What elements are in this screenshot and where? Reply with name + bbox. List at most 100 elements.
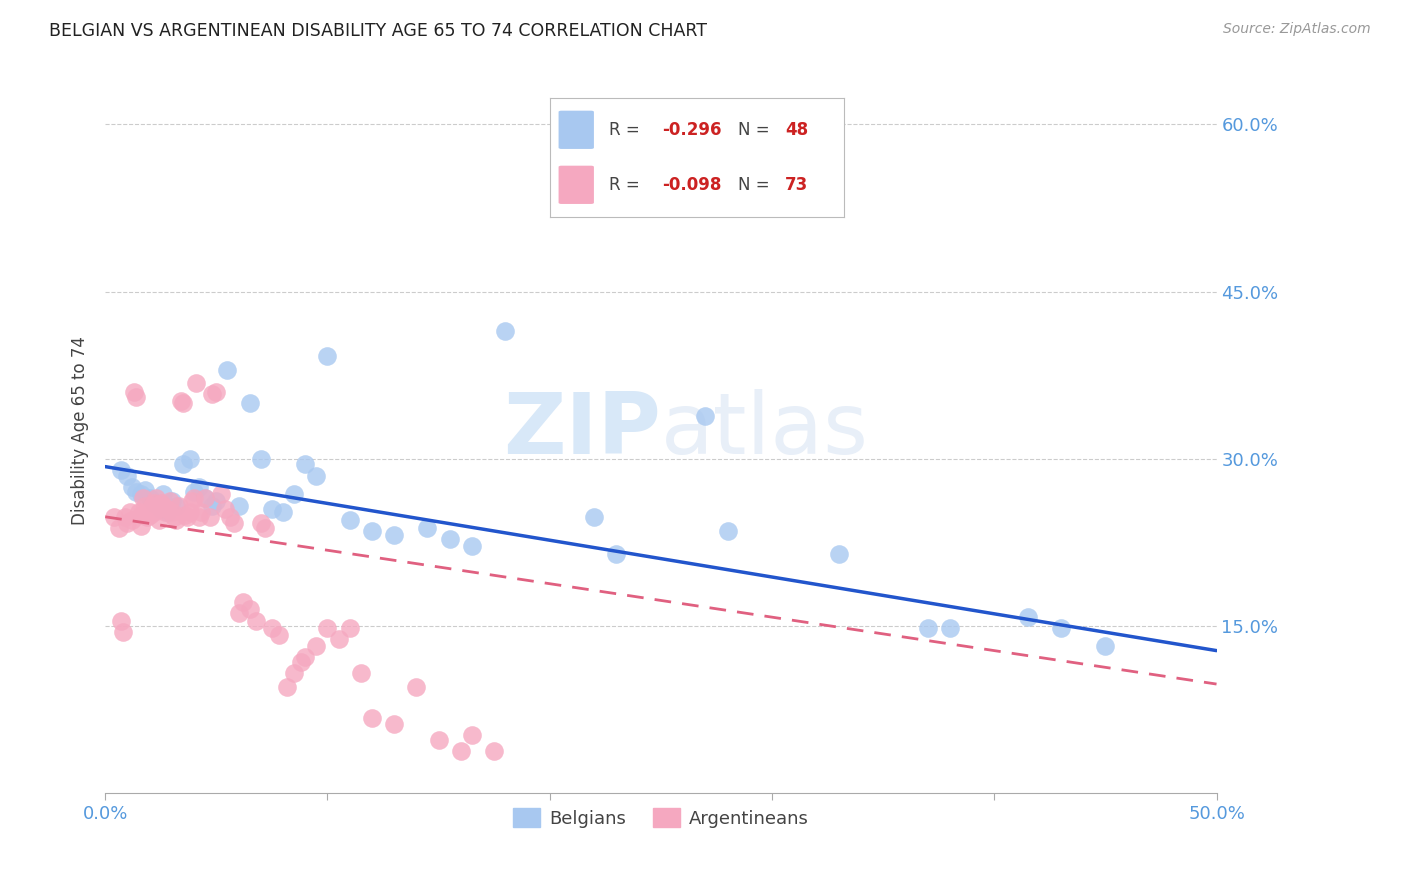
- Point: [159, 494, 181, 508]
- Point: [128, 505, 150, 519]
- Point: [129, 487, 152, 501]
- Point: [143, 496, 166, 510]
- Point: [160, 494, 183, 508]
- Point: [205, 384, 228, 399]
- Point: [228, 499, 250, 513]
- Point: [125, 391, 148, 405]
- Point: [103, 509, 125, 524]
- Point: [316, 349, 339, 363]
- Point: [114, 509, 136, 524]
- Point: [494, 324, 516, 338]
- Point: [149, 496, 172, 510]
- Point: [187, 480, 209, 494]
- Point: [249, 451, 271, 466]
- Point: [156, 502, 179, 516]
- Point: [121, 480, 143, 494]
- Point: [260, 621, 283, 635]
- Point: [148, 499, 170, 513]
- Point: [183, 485, 205, 500]
- Point: [917, 621, 939, 635]
- Point: [305, 639, 328, 653]
- Point: [482, 744, 505, 758]
- Point: [187, 509, 209, 524]
- Point: [110, 463, 132, 477]
- Point: [129, 508, 152, 522]
- Point: [110, 614, 132, 628]
- Point: [122, 384, 145, 399]
- Point: [118, 505, 141, 519]
- Point: [416, 521, 439, 535]
- Point: [155, 505, 177, 519]
- Point: [190, 505, 212, 519]
- Point: [294, 458, 316, 472]
- Point: [290, 655, 312, 669]
- Text: ZIP: ZIP: [503, 390, 661, 473]
- Point: [1050, 621, 1073, 635]
- Point: [450, 744, 472, 758]
- Point: [276, 681, 298, 695]
- Point: [138, 508, 160, 522]
- Point: [179, 505, 201, 519]
- Point: [382, 717, 405, 731]
- Point: [328, 632, 350, 647]
- Point: [305, 468, 328, 483]
- Point: [141, 499, 163, 513]
- Point: [361, 524, 384, 539]
- Point: [249, 516, 271, 531]
- Point: [716, 524, 738, 539]
- Point: [152, 499, 174, 513]
- Point: [167, 499, 190, 513]
- Point: [205, 494, 228, 508]
- Point: [316, 621, 339, 635]
- Point: [163, 509, 186, 524]
- Point: [121, 513, 143, 527]
- Point: [149, 502, 172, 516]
- Point: [145, 491, 167, 505]
- Point: [828, 547, 851, 561]
- Point: [170, 393, 193, 408]
- Point: [172, 458, 194, 472]
- Point: [129, 518, 152, 533]
- Point: [174, 508, 197, 522]
- Point: [134, 483, 156, 497]
- Point: [224, 516, 246, 531]
- Point: [283, 665, 305, 680]
- Point: [136, 509, 159, 524]
- Point: [138, 491, 160, 505]
- Point: [427, 732, 450, 747]
- Point: [201, 499, 224, 513]
- Point: [605, 547, 627, 561]
- Point: [183, 491, 205, 505]
- Point: [111, 624, 134, 639]
- Point: [239, 396, 262, 410]
- Point: [143, 505, 166, 519]
- Point: [107, 521, 129, 535]
- Point: [339, 621, 361, 635]
- Point: [1017, 610, 1039, 624]
- Text: atlas: atlas: [661, 390, 869, 473]
- Point: [176, 509, 198, 524]
- Point: [267, 628, 290, 642]
- Point: [180, 494, 202, 508]
- Point: [1094, 639, 1116, 653]
- Point: [294, 650, 316, 665]
- Point: [254, 521, 277, 535]
- Point: [148, 513, 170, 527]
- Point: [201, 387, 224, 401]
- Point: [152, 487, 174, 501]
- Point: [245, 614, 267, 628]
- Point: [209, 487, 232, 501]
- Point: [125, 485, 148, 500]
- Point: [339, 513, 361, 527]
- Point: [350, 665, 373, 680]
- Point: [461, 728, 484, 742]
- Point: [271, 505, 294, 519]
- Point: [165, 499, 187, 513]
- Point: [239, 602, 262, 616]
- Point: [194, 491, 217, 505]
- Point: [179, 451, 201, 466]
- Point: [382, 527, 405, 541]
- Point: [156, 505, 179, 519]
- Y-axis label: Disability Age 65 to 74: Disability Age 65 to 74: [72, 336, 89, 525]
- Point: [194, 491, 217, 505]
